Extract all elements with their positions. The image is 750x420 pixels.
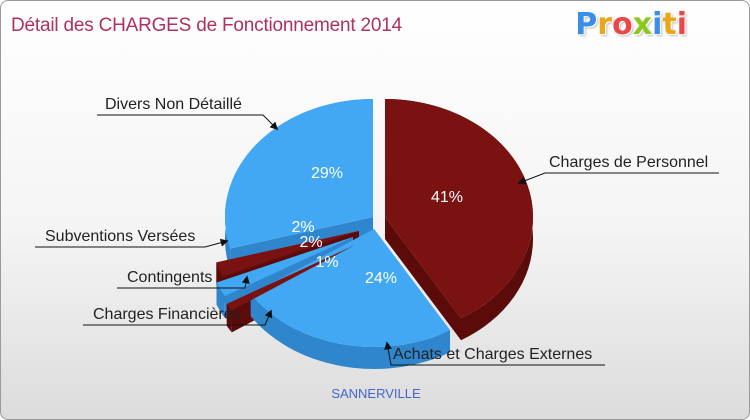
- logo-letter: x: [632, 7, 653, 42]
- city-label: SANNERVILLE: [331, 386, 421, 401]
- slice-category-label: Achats et Charges Externes: [393, 346, 592, 363]
- slice-percent-label: 1%: [315, 254, 338, 271]
- slice-category-label: Divers Non Détaillé: [105, 96, 242, 113]
- label-leader-line: [117, 275, 250, 289]
- slice-percent-label: 24%: [365, 270, 397, 287]
- pie-slice: [225, 99, 373, 249]
- logo-letter: P: [575, 7, 598, 42]
- logo-letter: r: [597, 7, 613, 42]
- slice-percent-label: 41%: [431, 189, 463, 206]
- pie-slice: [216, 237, 353, 296]
- slice-percent-label: 2%: [291, 219, 314, 236]
- chart-title: Détail des CHARGES de Fonctionnement 201…: [11, 15, 403, 36]
- pie-slice-side: [250, 294, 450, 369]
- slice-percent-label: 29%: [311, 165, 343, 182]
- pie-tops: [216, 99, 533, 347]
- slice-percent-label: 2%: [299, 234, 322, 251]
- pie-slice-face: [216, 237, 353, 305]
- slice-category-label: Charges de Personnel: [549, 154, 708, 171]
- pie-slice: [385, 99, 533, 319]
- label-leader-line: [384, 341, 605, 366]
- pie-slice: [250, 229, 450, 347]
- slice-category-label: Subventions Versées: [45, 228, 195, 245]
- logo-letter: i: [676, 7, 687, 42]
- pie-slice: [226, 245, 355, 311]
- slice-category-label: Charges Financières: [93, 306, 241, 323]
- logo-letter: o: [612, 7, 633, 42]
- pie-slice: [216, 231, 359, 277]
- label-leader-line: [35, 238, 229, 248]
- slice-category-label: Contingents: [127, 269, 212, 286]
- proxiti-logo: Proxiti: [575, 7, 687, 42]
- pie-slice-face: [385, 217, 462, 341]
- label-leader-line: [517, 172, 719, 185]
- label-leader-line: [97, 114, 279, 131]
- logo-letter: i: [652, 7, 663, 42]
- label-leader-line: [83, 309, 273, 326]
- logo-letter: t: [662, 7, 677, 42]
